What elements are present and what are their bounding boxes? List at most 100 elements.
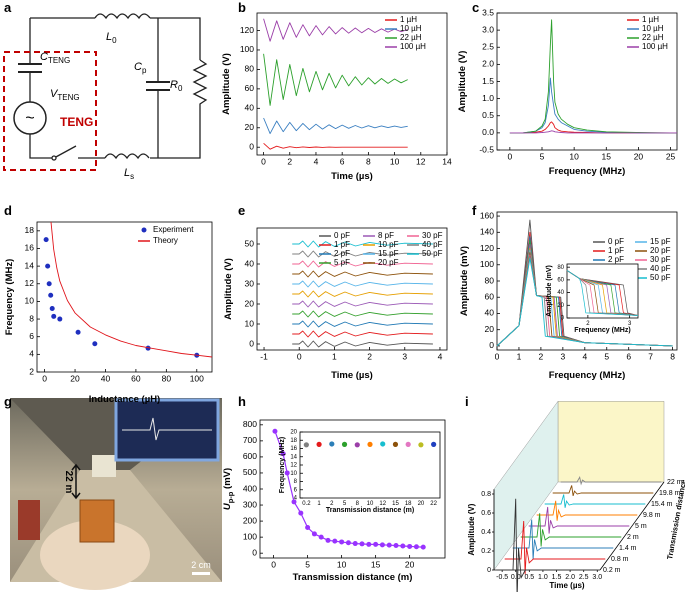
x-tick-label: 20: [418, 501, 425, 507]
y-tick-label: 20: [290, 430, 297, 436]
x-axis-label: Frequency (MHz): [549, 166, 626, 177]
series-line: [292, 280, 433, 288]
x-tick-label: 20: [634, 152, 644, 162]
dot: [431, 441, 437, 447]
label-main: L: [106, 31, 112, 43]
y-tick-label: 18: [290, 438, 297, 444]
x-tick-label: 0.5: [524, 574, 534, 581]
marker: [373, 541, 379, 547]
x-tick-label: 2: [539, 352, 544, 362]
marker: [332, 538, 338, 544]
y-tick-label: 100: [480, 259, 494, 269]
switch: [53, 145, 77, 159]
x-tick-label: 8: [356, 501, 360, 507]
legend-label: 50 pF: [650, 273, 671, 282]
y-tick-label: 40: [485, 308, 495, 318]
marker: [379, 542, 385, 548]
marker: [291, 499, 297, 505]
marker: [280, 451, 286, 457]
photo: [10, 398, 222, 590]
x-tick-label: 4: [438, 352, 443, 362]
marker: [318, 534, 324, 540]
teng-box: [3, 51, 97, 171]
distance-arrow: [71, 463, 81, 500]
y-tick-label: 600: [243, 451, 257, 461]
y-tick-label: 80: [245, 64, 255, 74]
dot: [354, 442, 360, 448]
legend-label: 1 pF: [334, 240, 350, 249]
y-tick-label: 20: [245, 122, 255, 132]
y-tick-label: 3.0: [482, 24, 494, 34]
y-tick-label: 60: [245, 83, 255, 93]
legend-label: 0 pF: [608, 237, 624, 246]
marker: [305, 525, 311, 531]
x-tick-label: 15: [371, 560, 381, 570]
marker: [407, 543, 413, 549]
depth-label: 2 m: [627, 534, 639, 541]
y-axis-label-sub: p-p: [226, 491, 235, 503]
resistor: [192, 59, 208, 110]
depth-label: 9.8 m: [643, 512, 661, 519]
panel-letter: a: [4, 0, 12, 15]
trace: [504, 520, 606, 575]
y-tick-label: 400: [243, 483, 257, 493]
y-tick-label: 0.5: [482, 110, 494, 120]
y-tick-label: 40: [245, 103, 255, 113]
depth-label: 15.4 m: [651, 501, 673, 508]
panel-letter: g: [4, 394, 12, 409]
depth-label: 19.8 m: [659, 490, 681, 497]
component-label: VTENG: [50, 88, 80, 102]
device: [79, 499, 115, 543]
y-tick-label: 120: [480, 243, 494, 253]
x-axis-label: Frequency (MHz): [549, 370, 626, 381]
y-tick-label: 300: [243, 499, 257, 509]
label-main: C: [40, 51, 48, 63]
x-tick-label: 60: [131, 374, 141, 384]
x-tick-label: 0.2: [302, 501, 311, 507]
x-tick-label: 10: [337, 560, 347, 570]
dot: [392, 441, 399, 447]
y-tick-label: 100: [240, 44, 254, 54]
y-axis-label: Amplitude (mV): [546, 265, 553, 317]
x-tick-label: 0: [261, 157, 266, 167]
y-tick-label: 120: [240, 25, 254, 35]
x-axis-label: Time (µs): [549, 581, 584, 590]
x-tick-label: 8: [670, 352, 675, 362]
x-tick-label: -1: [260, 352, 268, 362]
marker: [345, 540, 351, 546]
series-line: [292, 320, 433, 328]
y-tick-label: 0: [249, 338, 254, 348]
y-tick-label: 16: [290, 446, 297, 452]
y-tick-label: 100: [243, 531, 257, 541]
capacitor: [18, 63, 170, 91]
circuit-diagram: [3, 13, 208, 171]
wire: [29, 17, 201, 159]
x-tick-label: 5: [540, 152, 545, 162]
legend-label: 20 pF: [378, 258, 399, 267]
legend-label: 10 µH: [642, 24, 664, 33]
y-tick-label: 50: [245, 238, 255, 248]
y-axis-label: Up-p (mV): [222, 468, 235, 510]
teng-label: TENG: [60, 115, 93, 129]
x-tick-label: 12: [379, 501, 386, 507]
y-tick-label: 0: [561, 316, 565, 322]
label-sub: p: [142, 66, 147, 75]
x-tick-label: 6: [626, 352, 631, 362]
series-line: [292, 290, 433, 298]
panel-letter: i: [465, 394, 469, 409]
y-tick-label: 3.5: [482, 7, 494, 17]
y-axis-label: Amplitude (V): [467, 503, 476, 555]
label-sub: TENG: [57, 93, 79, 102]
x-tick-label: 3: [628, 321, 632, 327]
hand: [40, 520, 150, 590]
trace: [520, 513, 622, 547]
plot-frame: [36, 221, 213, 373]
y-tick-label: 200: [243, 515, 257, 525]
dot: [380, 441, 386, 447]
trace: [496, 498, 598, 592]
x-tick-label: 40: [101, 374, 111, 384]
trace: [536, 500, 638, 521]
series-line: [292, 330, 433, 338]
legend-label: 15 pF: [650, 237, 671, 246]
y-tick-label: 30: [245, 278, 255, 288]
